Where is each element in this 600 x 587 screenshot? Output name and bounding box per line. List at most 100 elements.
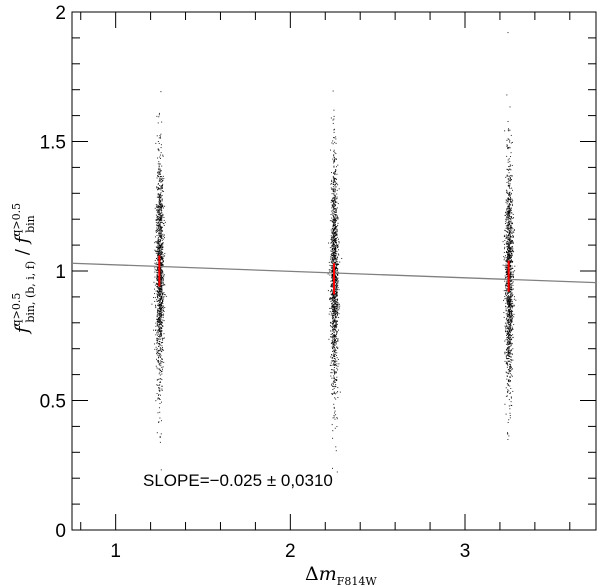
data-point: [506, 331, 508, 333]
data-point: [334, 269, 336, 271]
data-point: [334, 305, 336, 307]
data-point: [159, 245, 161, 247]
data-point: [157, 196, 159, 198]
data-point: [508, 379, 510, 381]
data-point: [157, 318, 159, 320]
data-point: [509, 238, 511, 240]
data-point: [156, 360, 158, 362]
data-point: [505, 325, 507, 327]
data-point: [163, 223, 165, 225]
data-point: [333, 203, 335, 205]
data-point: [333, 315, 335, 317]
data-point: [337, 298, 339, 300]
data-point: [330, 326, 332, 328]
data-point: [514, 265, 516, 267]
data-point: [513, 324, 515, 326]
data-point: [158, 288, 160, 290]
data-point: [507, 306, 509, 308]
data-point: [509, 324, 511, 326]
data-point: [158, 193, 160, 195]
data-point: [160, 310, 162, 312]
data-point: [336, 253, 338, 255]
data-point: [331, 342, 333, 344]
data-point: [332, 245, 334, 247]
data-point: [333, 416, 335, 418]
data-point: [158, 187, 160, 189]
data-point: [506, 246, 508, 248]
data-point: [335, 311, 337, 313]
data-point: [331, 239, 333, 241]
data-point: [154, 343, 156, 345]
data-point: [509, 281, 511, 283]
data-point: [512, 282, 514, 284]
data-point: [331, 360, 333, 362]
data-point: [513, 251, 515, 253]
data-point: [156, 285, 158, 287]
data-point: [511, 164, 513, 166]
data-point: [157, 254, 159, 256]
data-point: [506, 300, 508, 302]
data-point: [157, 242, 159, 244]
data-point: [509, 373, 511, 375]
data-point: [334, 381, 336, 383]
data-point: [338, 309, 340, 311]
data-point: [334, 342, 336, 344]
data-point: [334, 205, 336, 207]
data-point: [333, 189, 335, 191]
data-point: [333, 294, 335, 296]
data-point: [332, 277, 334, 279]
data-point: [506, 270, 508, 272]
data-point: [506, 211, 508, 213]
data-point: [159, 170, 161, 172]
data-point: [508, 328, 510, 330]
data-point: [156, 339, 158, 341]
data-point: [509, 284, 511, 286]
data-point: [162, 271, 164, 273]
data-point: [509, 218, 511, 220]
data-point: [332, 350, 334, 352]
data-point: [334, 259, 336, 261]
data-point: [510, 237, 512, 239]
data-point: [158, 407, 160, 409]
data-point: [509, 257, 511, 259]
data-point: [337, 365, 339, 367]
data-point: [335, 291, 337, 293]
data-point: [157, 252, 159, 254]
data-point: [158, 387, 160, 389]
data-point: [154, 293, 156, 295]
data-point: [335, 352, 337, 354]
data-point: [509, 274, 511, 276]
data-point: [159, 250, 161, 252]
data-point: [157, 421, 159, 423]
data-point: [336, 304, 338, 306]
data-point: [335, 312, 337, 314]
data-point: [509, 238, 511, 240]
data-point: [508, 228, 510, 230]
data-point: [332, 321, 334, 323]
data-point: [508, 312, 510, 314]
data-point: [330, 269, 332, 271]
data-point: [160, 309, 162, 311]
data-point: [158, 305, 160, 307]
data-point: [337, 263, 339, 265]
data-point: [512, 305, 514, 307]
data-point: [159, 295, 161, 297]
data-point: [332, 303, 334, 305]
data-point: [505, 324, 507, 326]
data-point: [159, 364, 161, 366]
data-point: [510, 247, 512, 249]
data-point: [161, 321, 163, 323]
data-point: [504, 234, 506, 236]
data-point: [158, 293, 160, 295]
data-point: [505, 271, 507, 273]
data-point: [159, 411, 161, 413]
data-point: [331, 253, 333, 255]
data-point: [509, 307, 511, 309]
data-point: [159, 235, 161, 237]
data-point: [506, 253, 508, 255]
data-point: [158, 230, 160, 232]
data-point: [332, 244, 334, 246]
data-point: [510, 315, 512, 317]
data-point: [510, 320, 512, 322]
data-point: [509, 276, 511, 278]
